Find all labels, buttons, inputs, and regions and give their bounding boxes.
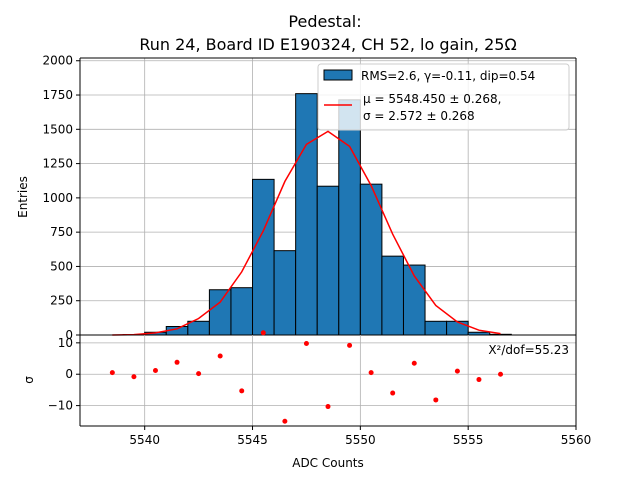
top-y-ticks: 0 250 500 750 1000 1250 1500 1750 2000 xyxy=(42,54,80,342)
x-tick-label: 5550 xyxy=(345,433,376,447)
bottom-y-tick-label: 10 xyxy=(58,336,73,350)
top-y-tick-label: 500 xyxy=(50,259,73,273)
residual-point xyxy=(260,330,266,336)
residual-point xyxy=(131,374,137,380)
bottom-y-tick-label: −10 xyxy=(48,399,73,413)
legend-fit-label-line1: μ = 5548.450 ± 0.268, xyxy=(363,92,501,106)
residual-point xyxy=(390,390,396,396)
x-ticks: 5540 5545 5550 5555 5560 xyxy=(129,426,591,447)
top-axes-frame xyxy=(79,57,577,336)
histogram-bar xyxy=(230,287,254,336)
top-y-tick-label: 1750 xyxy=(42,88,73,102)
histogram-bar xyxy=(446,320,469,336)
bottom-y-tick-label: 0 xyxy=(65,367,73,381)
bottom-axes-frame xyxy=(79,335,577,427)
residual-point xyxy=(454,368,460,374)
histogram-bar xyxy=(273,250,297,336)
histogram-bar xyxy=(187,320,210,336)
histogram-bar xyxy=(359,183,383,336)
residual-point xyxy=(109,370,115,376)
residual-point xyxy=(152,367,158,373)
histogram-bar xyxy=(295,93,318,336)
histogram-bar xyxy=(381,255,404,336)
top-y-axis-label: Entries xyxy=(16,176,30,218)
top-y-tick-label: 1000 xyxy=(42,191,73,205)
chi2-annotation: X²/dof=55.23 xyxy=(488,343,569,357)
bottom-y-axis-label: σ xyxy=(22,376,36,384)
x-axis-label: ADC Counts xyxy=(292,456,364,470)
histogram-panel: 0 250 500 750 1000 1250 1500 1750 2000 Entries R… xyxy=(16,54,577,342)
histogram-bar xyxy=(338,99,361,336)
top-y-tick-label: 250 xyxy=(50,294,73,308)
residual-point xyxy=(325,404,331,410)
residual-point xyxy=(411,360,417,366)
legend-bar-label: RMS=2.6, γ=-0.11, dip=0.54 xyxy=(361,69,535,83)
legend: RMS=2.6, γ=-0.11, dip=0.54 μ = 5548.450 … xyxy=(317,63,570,131)
residual-point xyxy=(476,377,482,383)
residual-point xyxy=(174,359,180,365)
legend-fit-label-line2: σ = 2.572 ± 0.268 xyxy=(363,109,475,123)
x-tick-label: 5545 xyxy=(237,433,268,447)
top-y-tick-label: 1500 xyxy=(42,122,73,136)
residual-point xyxy=(498,371,504,377)
histogram-bars xyxy=(122,93,512,336)
top-y-tick-label: 0 xyxy=(65,328,73,342)
top-y-tick-label: 1250 xyxy=(42,157,73,171)
legend-bar-swatch xyxy=(323,69,353,81)
chart-title-line2: Run 24, Board ID E190324, CH 52, lo gain… xyxy=(139,35,516,54)
residual-point xyxy=(433,397,439,403)
residual-points xyxy=(109,330,504,424)
x-tick-label: 5555 xyxy=(453,433,484,447)
bottom-y-ticks: −10 0 10 xyxy=(48,336,80,413)
top-y-tick-label: 2000 xyxy=(42,54,73,68)
x-tick-label: 5540 xyxy=(129,433,160,447)
residual-point xyxy=(217,353,223,359)
chart-title-line1: Pedestal: xyxy=(288,12,361,31)
residual-point xyxy=(282,418,288,424)
histogram-bar xyxy=(252,178,275,336)
residual-point xyxy=(196,371,202,377)
residual-point xyxy=(239,388,245,394)
residual-point xyxy=(347,342,353,348)
histogram-bar xyxy=(316,185,340,336)
histogram-bar xyxy=(424,320,448,336)
residual-point xyxy=(303,340,309,346)
top-y-tick-label: 750 xyxy=(50,225,73,239)
residual-point xyxy=(368,370,374,376)
histogram-bar xyxy=(208,289,232,336)
x-tick-label: 5560 xyxy=(561,433,592,447)
gaussian-fit-line xyxy=(112,130,501,336)
legend-box xyxy=(317,63,570,131)
